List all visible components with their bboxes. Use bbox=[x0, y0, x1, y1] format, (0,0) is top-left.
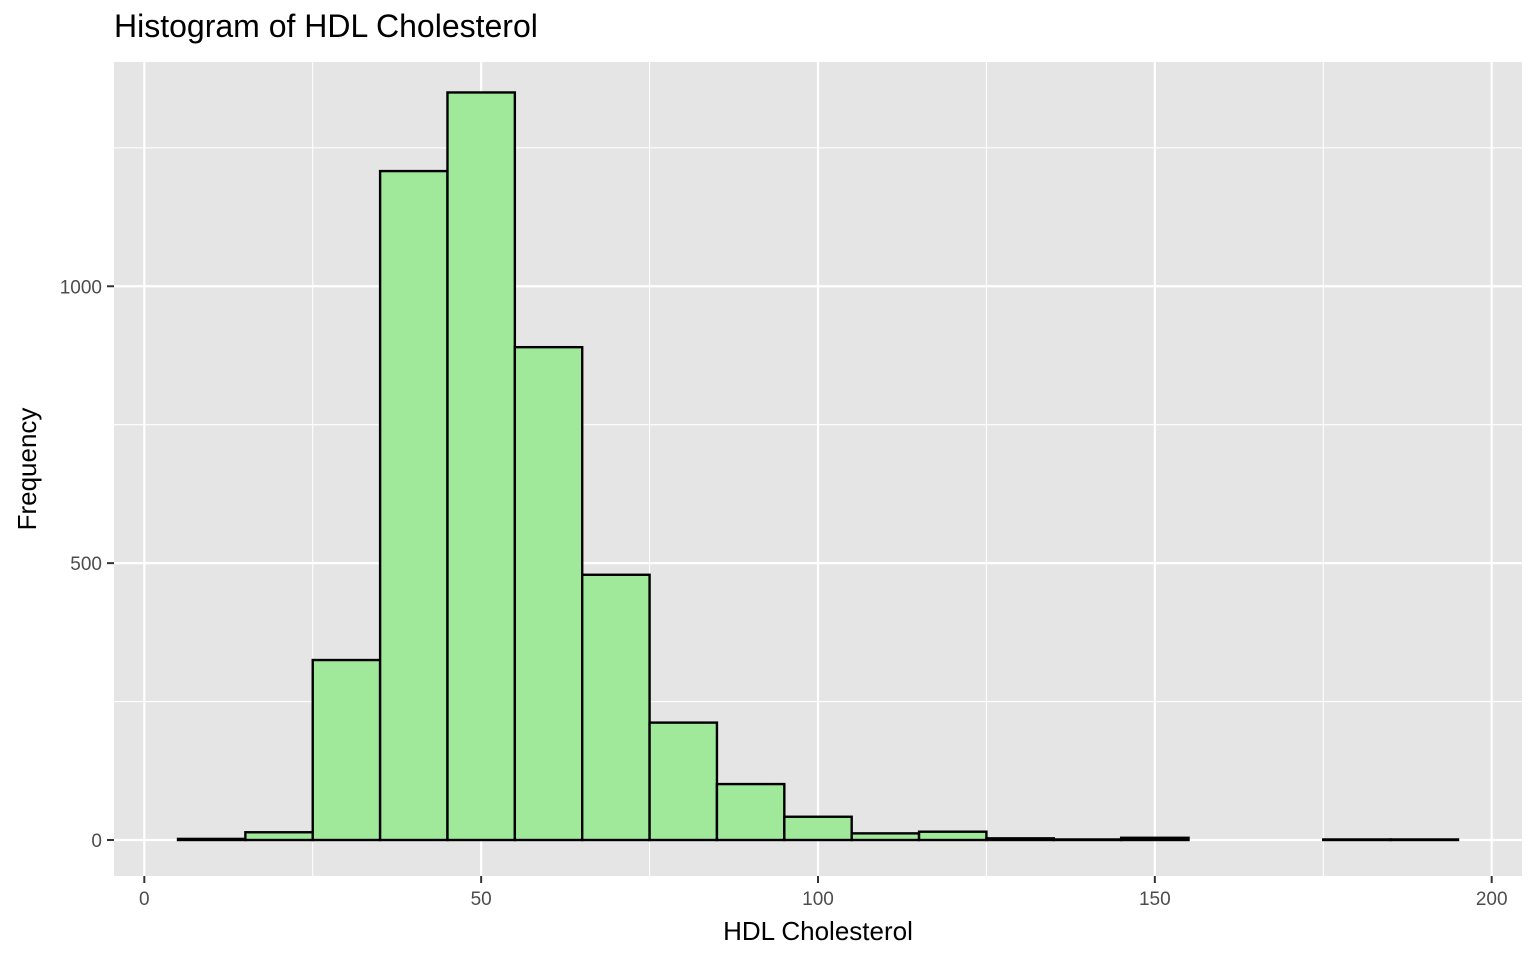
histogram-bar bbox=[783, 815, 853, 842]
x-tick-label: 50 bbox=[471, 889, 492, 910]
x-tick-label: 200 bbox=[1476, 889, 1508, 910]
histogram-bar bbox=[715, 782, 786, 842]
histogram-bar bbox=[648, 721, 719, 842]
histogram-bar bbox=[446, 91, 517, 842]
histogram-bar bbox=[311, 658, 382, 842]
y-axis: 0 500 1000 bbox=[60, 277, 114, 852]
histogram-bar bbox=[1322, 838, 1392, 842]
x-tick-label: 150 bbox=[1139, 889, 1171, 910]
histogram-bar bbox=[176, 837, 247, 842]
histogram-bar bbox=[917, 830, 988, 842]
histogram-bar bbox=[1389, 838, 1460, 842]
x-axis-title: HDL Cholesterol bbox=[723, 916, 913, 946]
histogram-bar bbox=[1119, 836, 1190, 842]
x-tick-label: 100 bbox=[802, 889, 834, 910]
x-tick-label: 0 bbox=[139, 889, 150, 910]
y-axis-title: Frequency bbox=[12, 408, 42, 531]
x-axis: 0 50 100 150 200 bbox=[139, 876, 1508, 910]
histogram-bar bbox=[1052, 838, 1123, 842]
histogram-bar bbox=[378, 169, 449, 842]
y-tick-label: 0 bbox=[91, 831, 102, 852]
histogram-bar bbox=[244, 831, 314, 842]
histogram-bar bbox=[850, 832, 921, 842]
y-tick-label: 500 bbox=[70, 554, 102, 575]
chart-title: Histogram of HDL Cholesterol bbox=[114, 8, 538, 44]
y-tick-label: 1000 bbox=[60, 277, 102, 298]
histogram-bars bbox=[176, 91, 1460, 842]
histogram-bar bbox=[513, 345, 584, 842]
histogram-bar bbox=[985, 837, 1055, 842]
histogram-bar bbox=[581, 573, 651, 842]
